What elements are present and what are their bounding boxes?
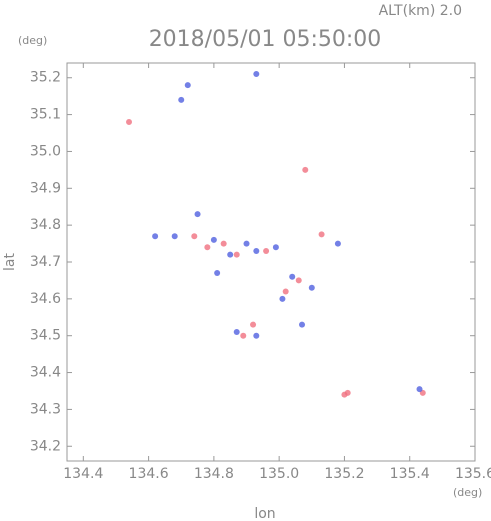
- echo-point: [299, 321, 306, 328]
- echo-point: [282, 288, 289, 295]
- x-tick-label: 135.6: [455, 466, 491, 482]
- echo-point: [227, 251, 234, 258]
- echo-point: [253, 71, 260, 78]
- echo-point: [318, 231, 325, 238]
- echo-point: [416, 386, 423, 393]
- y-tick-label: 35.1: [30, 107, 61, 123]
- y-tick-label: 34.8: [30, 217, 61, 233]
- x-tick-label: 135.2: [324, 466, 364, 482]
- echo-point: [279, 295, 286, 302]
- echo-point: [334, 240, 341, 247]
- echo-point: [240, 332, 247, 339]
- echo-point: [194, 211, 201, 218]
- y-tick-label: 34.5: [30, 328, 61, 344]
- echo-point: [214, 270, 221, 277]
- echo-point: [253, 332, 260, 339]
- y-axis-label: lat: [2, 253, 18, 271]
- echo-point: [289, 273, 296, 280]
- echo-point: [344, 389, 351, 396]
- y-tick-label: 35.0: [30, 143, 61, 159]
- y-tick-label: 34.4: [30, 365, 61, 381]
- echo-point: [191, 233, 198, 240]
- chart-title: 2018/05/01 05:50:00: [149, 27, 382, 52]
- y-tick-label: 34.6: [30, 291, 61, 307]
- x-tick-label: 134.4: [63, 466, 103, 482]
- echo-point: [253, 247, 260, 254]
- echo-point: [308, 284, 315, 291]
- echo-point: [126, 118, 133, 125]
- x-axis-label: lon: [254, 506, 275, 521]
- x-tick-label: 134.6: [129, 466, 169, 482]
- echo-point: [152, 233, 159, 240]
- echo-point: [233, 329, 240, 336]
- y-tick-label: 34.3: [30, 401, 61, 417]
- echo-point: [272, 244, 279, 251]
- echo-point: [295, 277, 302, 284]
- echo-point: [171, 233, 178, 240]
- echo-point: [220, 240, 227, 247]
- y-tick-label: 34.9: [30, 180, 61, 196]
- y-tick-label: 34.2: [30, 438, 61, 454]
- echo-point: [204, 244, 211, 251]
- y-tick-label: 34.7: [30, 254, 61, 270]
- echo-point: [263, 247, 270, 254]
- y-unit: (deg): [18, 34, 47, 47]
- x-unit: (deg): [453, 486, 482, 499]
- echo-point: [178, 96, 185, 103]
- chart-subtitle: ALT(km) 2.0: [379, 3, 462, 19]
- echo-point: [184, 82, 191, 89]
- y-tick-label: 35.2: [30, 70, 61, 86]
- echo-point: [233, 251, 240, 258]
- x-tick-label: 134.8: [194, 466, 234, 482]
- x-tick-label: 135.0: [259, 466, 299, 482]
- echo-point: [250, 321, 257, 328]
- echo-point: [210, 236, 217, 243]
- echo-point: [302, 166, 309, 173]
- echo-point: [243, 240, 250, 247]
- x-tick-label: 135.4: [390, 466, 430, 482]
